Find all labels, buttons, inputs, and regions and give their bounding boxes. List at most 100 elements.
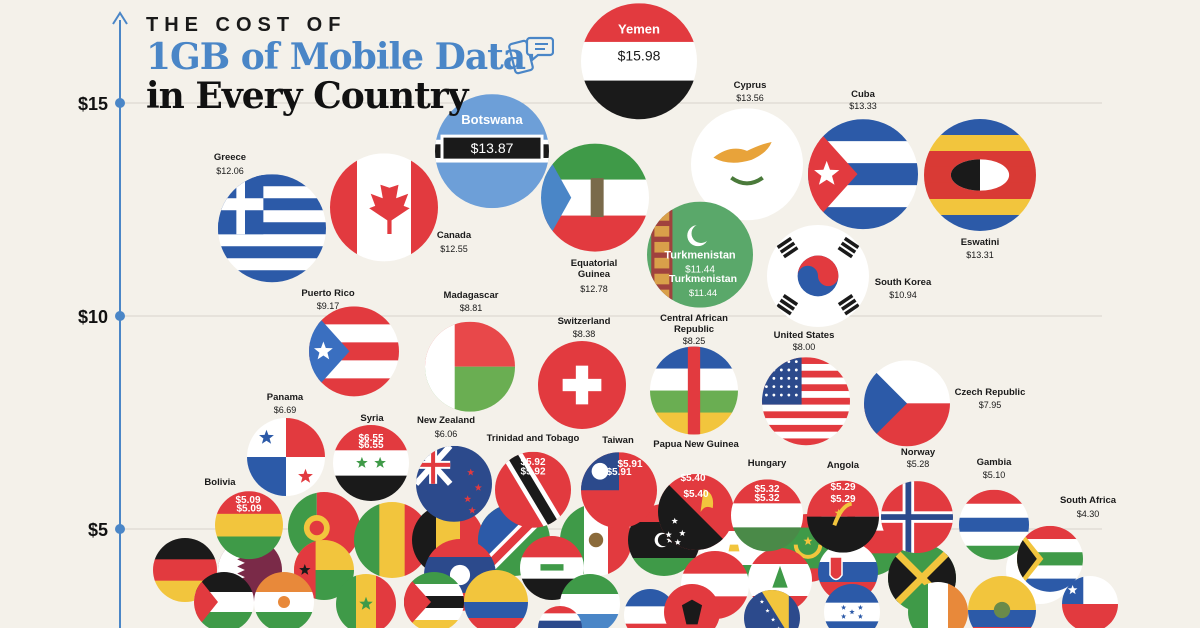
flag-bubble-taiwan — [581, 452, 657, 529]
value-label: $5.09 — [235, 495, 260, 506]
country-label: Turkmenistan — [669, 273, 737, 285]
flag-bubble-eswatini — [924, 118, 1036, 231]
country-label: Trinidad and Tobago — [487, 433, 580, 444]
flag-bubble-iraq — [520, 536, 584, 600]
value-label: $13.33 — [849, 101, 877, 111]
country-label: South Africa — [1060, 495, 1117, 506]
country-label: Madagascar — [444, 290, 499, 301]
value-label: $8.25 — [683, 336, 706, 346]
value-label: $6.06 — [435, 429, 458, 439]
country-label: Switzerland — [558, 316, 611, 327]
country-label: South Korea — [875, 277, 932, 288]
flag-bubble-sierraleone — [560, 574, 620, 628]
y-tick-dot — [115, 311, 125, 321]
flag-bubble-bolivia — [215, 491, 283, 560]
flag-bubble-czech — [864, 360, 950, 447]
flag-bubble-mozambique — [404, 572, 464, 628]
value-label: $6.69 — [274, 405, 297, 415]
flag-bubble-madagascar — [425, 321, 515, 412]
y-tick-label: $15 — [78, 94, 108, 114]
value-box — [440, 134, 544, 162]
value-label: $13.87 — [471, 140, 514, 156]
value-label: $5.29 — [830, 494, 855, 505]
value-label: $5.91 — [606, 467, 631, 478]
y-tick-label: $5 — [88, 520, 108, 540]
country-label: Gambia — [977, 457, 1013, 468]
flag-bubble-southkorea — [767, 224, 869, 327]
country-label: Norway — [901, 447, 936, 458]
country-label: Equatorial — [571, 258, 617, 269]
flag-bubble-panama — [247, 418, 325, 497]
value-label: $5.32 — [754, 493, 779, 504]
flag-bubble-cuba — [808, 119, 918, 230]
flag-bubble-southafrica — [1017, 525, 1083, 592]
flag-labels: Yemen $15.98 Botswana $13.87 Cyprus $13.56 Cub… — [204, 21, 1116, 519]
value-label: $12.78 — [580, 284, 608, 294]
flag-bubble-newzealand — [416, 445, 492, 522]
value-label: $5.09 — [236, 504, 261, 515]
country-label: Eswatini — [961, 237, 1000, 248]
value-label: $4.30 — [1077, 509, 1100, 519]
flag-bubble-palestine — [194, 572, 254, 628]
country-label: Guinea — [578, 269, 611, 280]
value-label: $8.38 — [573, 329, 596, 339]
y-tick-dot — [115, 98, 125, 108]
value-label: $15.98 — [618, 47, 661, 63]
country-label: Czech Republic — [955, 387, 1026, 398]
country-label: Cuba — [851, 89, 875, 100]
phone-chat-icon — [508, 36, 554, 75]
flag-bubble-senegal — [336, 574, 396, 628]
country-label: Yemen — [618, 21, 660, 36]
country-label: New Zealand — [417, 415, 475, 426]
country-label: Puerto Rico — [301, 288, 355, 299]
value-label: $5.10 — [983, 470, 1006, 480]
value-label: $5.92 — [520, 457, 545, 468]
value-box — [592, 43, 686, 68]
flag-bubble-car — [650, 346, 738, 435]
flag-bubble-usa — [762, 357, 850, 446]
flag-bubble-switzerland — [538, 341, 626, 430]
flag-bubble-eqguinea — [541, 143, 649, 252]
value-label: $11.44 — [689, 288, 717, 299]
y-tick-label: $10 — [78, 307, 108, 327]
flag-bubble-png — [658, 473, 734, 550]
country-label: Botswana — [461, 112, 523, 127]
country-label: Canada — [437, 230, 472, 241]
country-label: Bolivia — [204, 477, 236, 488]
flag-bubble-honduras — [824, 584, 880, 628]
value-label: $5.40 — [680, 473, 705, 484]
flag-bubble-puertorico — [309, 306, 399, 397]
value-label: $12.55 — [440, 244, 468, 254]
value-label: $8.81 — [460, 303, 483, 313]
y-tick-dot — [115, 524, 125, 534]
value-label: $13.31 — [966, 250, 994, 260]
country-label: Panama — [267, 392, 304, 403]
value-label: $6.55 — [358, 440, 383, 451]
chart-title: THE COST OF 1GB of Mobile Data in Every … — [146, 14, 526, 115]
flag-bubble-canada — [330, 153, 438, 262]
country-label: Hungary — [748, 458, 787, 469]
value-label: $5.32 — [754, 484, 779, 495]
country-label: Turkmenistan — [664, 250, 736, 262]
country-label: Papua New Guinea — [653, 439, 739, 450]
value-label: $7.95 — [979, 400, 1002, 410]
country-label: Republic — [674, 324, 714, 335]
y-axis: $5 $10 $15 — [78, 11, 128, 628]
flag-bubble-niger — [254, 572, 314, 628]
flag-bubble-greece — [218, 174, 326, 283]
value-label: $8.00 — [793, 342, 816, 352]
title-line-1: THE COST OF — [146, 14, 347, 36]
value-label: $13.56 — [736, 93, 764, 103]
flag-bubbles — [153, 3, 1118, 628]
value-label: $5.91 — [617, 459, 642, 470]
value-label: $9.17 — [317, 301, 340, 311]
country-label: Angola — [827, 460, 860, 471]
flag-bubble-thailand — [538, 606, 582, 628]
country-label: Greece — [214, 152, 246, 163]
country-label: Taiwan — [602, 435, 634, 446]
value-label: $5.28 — [907, 459, 930, 469]
value-label: $11.44 — [685, 265, 715, 276]
title-line-2: 1GB of Mobile Data — [146, 36, 526, 78]
value-label: $5.29 — [830, 482, 855, 493]
